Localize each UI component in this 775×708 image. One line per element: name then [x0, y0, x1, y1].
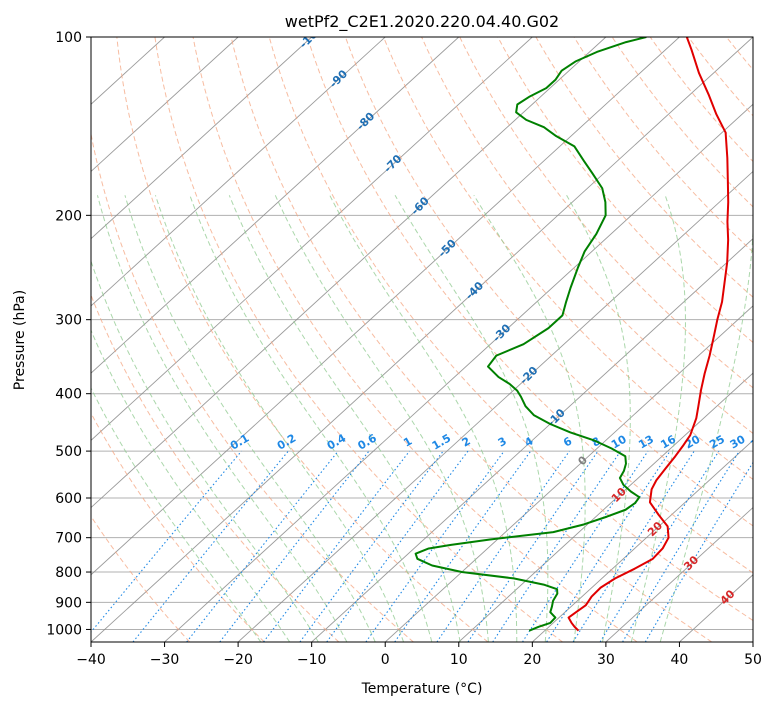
profile-lines [414, 37, 730, 632]
x-tick-label: 10 [450, 652, 468, 668]
moist-adiabat-line [189, 195, 433, 642]
isotherm-line [237, 170, 753, 642]
y-tick-label: 400 [55, 387, 82, 403]
isotherm-line [91, 37, 753, 642]
dry-adiabat-line [91, 293, 340, 642]
dry-adiabat-line [192, 37, 638, 642]
mixing-ratio-line [91, 450, 242, 633]
isotherm-line [91, 37, 533, 441]
isotherm-line [91, 37, 239, 173]
isotherm-line [458, 372, 753, 642]
mixing-ratio-line [326, 450, 469, 642]
moist-adiabat-line [274, 195, 489, 642]
isotherm-line [164, 103, 753, 642]
moist-adiabat-line [329, 195, 518, 642]
y-tick-label: 500 [55, 444, 82, 460]
x-tick-label: −10 [297, 652, 327, 668]
y-axis-label: Pressure (hPa) [12, 290, 28, 390]
isotherm-line [91, 37, 460, 374]
x-axis-label: Temperature (°C) [361, 681, 483, 697]
dry-adiabat-line [535, 37, 753, 298]
axes: −40 −30 −20 −10 0 10 20 30 40 50 100 200 300 400 500 60… [46, 30, 762, 668]
mixing-ratio-line [492, 450, 622, 642]
x-tick-label: −30 [150, 652, 180, 668]
background-lines [91, 37, 753, 642]
dry-adiabat-line [383, 37, 753, 481]
moist-adiabat-line [659, 195, 753, 642]
mixing-ratio-line [467, 450, 599, 642]
dry-adiabat-line [344, 37, 753, 527]
moist-adiabat-line [91, 386, 262, 642]
mixing-ratio-line [522, 450, 649, 642]
x-tick-label: 40 [671, 652, 689, 668]
mixing-ratio-line [132, 450, 289, 642]
x-tick-label: 50 [744, 652, 762, 668]
dry-adiabat-line [116, 37, 489, 642]
mixing-ratio-line [394, 450, 532, 642]
y-tick-label: 200 [55, 208, 82, 224]
moist-adiabat-line [394, 195, 549, 642]
moist-adiabat-line [91, 259, 319, 642]
dry-adiabat-line [91, 515, 191, 642]
moist-adiabat-line [96, 195, 348, 642]
mixing-ratio-line [365, 450, 505, 642]
mixing-ratio-line [299, 450, 444, 642]
y-tick-label: 300 [55, 313, 82, 329]
moist-adiabat-line [228, 195, 461, 642]
dry-adiabat-line [306, 37, 753, 574]
mixing-ratio-line [436, 450, 570, 642]
x-tick-label: −40 [76, 652, 106, 668]
y-tick-label: 800 [55, 565, 82, 581]
dry-adiabat-line [268, 37, 753, 622]
isotherm-line [91, 37, 607, 509]
dewpoint-profile-line [414, 37, 647, 632]
x-tick-label: −20 [223, 652, 253, 668]
moist-adiabat-line [154, 195, 405, 642]
mixing-ratio-line [186, 450, 339, 642]
x-tick-label: 0 [381, 652, 390, 668]
mixing-ratio-line [546, 450, 671, 642]
mixing-ratio-line [572, 450, 695, 642]
isotherm-line [91, 37, 680, 576]
chart-title: wetPf2_C2E1.2020.220.04.40.G02 [285, 12, 559, 32]
y-tick-label: 700 [55, 531, 82, 547]
dry-adiabat-line [421, 37, 753, 435]
moist-adiabat-line [566, 195, 631, 642]
isotherm-line [91, 37, 386, 307]
x-tick-label: 30 [597, 652, 615, 668]
moist-adiabat-line [473, 195, 586, 642]
y-tick-label: 1000 [46, 622, 82, 638]
mixing-ratio-line [622, 450, 740, 642]
dry-adiabat-line [459, 37, 753, 389]
y-tick-label: 100 [55, 30, 82, 46]
y-tick-label: 600 [55, 491, 82, 507]
temperature-profile-line [567, 37, 730, 632]
moist-adiabat-line [630, 195, 686, 642]
dry-adiabat-line [649, 37, 753, 163]
dry-adiabat-line [230, 37, 713, 642]
plot-frame [90, 36, 754, 643]
isotherm-line [532, 439, 753, 642]
isotherm-line [605, 506, 753, 642]
y-tick-label: 900 [55, 595, 82, 611]
x-tick-label: 20 [523, 652, 541, 668]
mixing-ratio-line [263, 450, 410, 642]
isotherm-line [384, 305, 753, 642]
mixing-ratio-label: 36 [748, 432, 768, 451]
isotherm-line [91, 37, 312, 240]
moist-adiabat-line [124, 195, 376, 642]
dry-adiabat-line [91, 131, 414, 642]
moist-adiabat-line [91, 329, 291, 642]
